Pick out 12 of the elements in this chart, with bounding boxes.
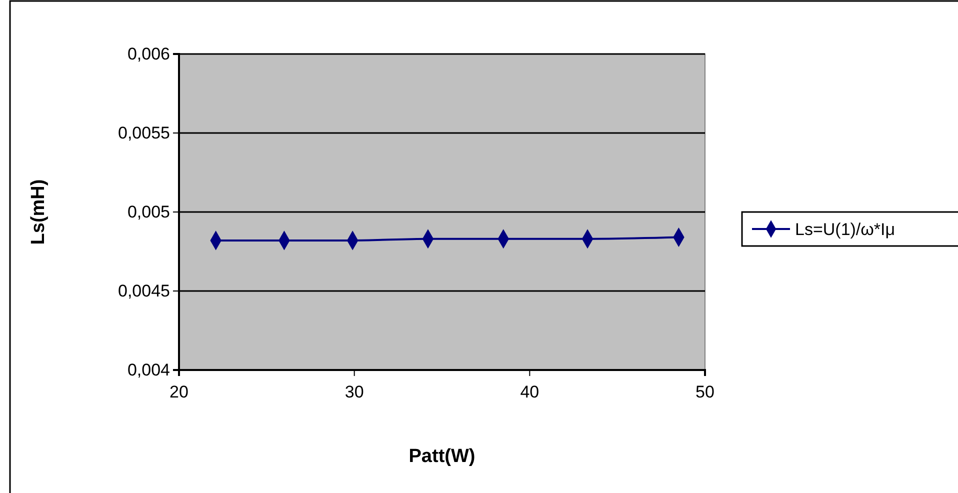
x-tick-label: 20 xyxy=(170,382,188,402)
x-axis-title: Patt(W) xyxy=(408,446,476,467)
y-tick-label: 0,005 xyxy=(127,202,170,222)
y-tick-label: 0,0055 xyxy=(118,123,170,142)
x-tick-label: 40 xyxy=(520,382,540,402)
y-tick-label: 0,004 xyxy=(127,360,170,380)
x-tick-label: 50 xyxy=(696,382,714,402)
y-tick-label: 0,0045 xyxy=(118,281,170,300)
legend-label: Ls=U(1)/ω*Iμ xyxy=(795,220,896,239)
y-tick-label: 0,006 xyxy=(127,44,170,64)
x-tick-label: 30 xyxy=(344,382,364,402)
y-axis-title: Ls(mH) xyxy=(28,179,49,245)
